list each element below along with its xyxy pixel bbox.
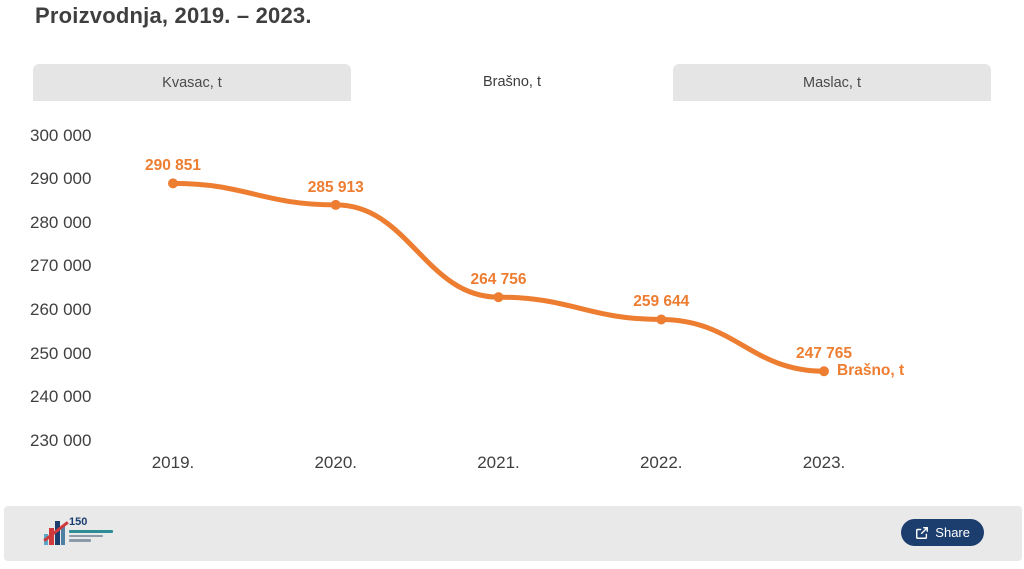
line-chart: 300 000 290 000 280 000 270 000 260 000 250 0… bbox=[0, 101, 1024, 505]
y-axis-tick-label: 250 000 bbox=[30, 343, 92, 363]
logo-150-text: 150 bbox=[69, 516, 88, 528]
y-axis-tick-label: 280 000 bbox=[30, 212, 92, 232]
share-button[interactable]: Share bbox=[901, 519, 984, 546]
tab-kvasac[interactable]: Kvasac, t bbox=[33, 64, 351, 102]
y-axis-tick-label: 240 000 bbox=[30, 387, 92, 407]
x-axis-tick-label: 2020. bbox=[314, 453, 358, 472]
data-point-label: 290 851 bbox=[144, 157, 202, 175]
y-axis-tick-label: 260 000 bbox=[30, 299, 92, 319]
tab-maslac-label: Maslac, t bbox=[802, 75, 861, 91]
data-point-marker bbox=[330, 199, 341, 210]
tab-brasno[interactable]: Brašno, t bbox=[353, 62, 671, 102]
data-point-marker bbox=[168, 178, 178, 189]
y-axis-tick-label: 230 000 bbox=[30, 430, 92, 450]
data-point-label: 259 644 bbox=[633, 293, 690, 311]
x-axis-tick-label: 2022. bbox=[639, 453, 683, 472]
tab-maslac[interactable]: Maslac, t bbox=[673, 64, 991, 102]
statistics-150-logo[interactable]: 150 bbox=[43, 516, 113, 545]
series-end-label: Brašno, t bbox=[837, 362, 905, 380]
share-icon bbox=[916, 526, 929, 539]
data-point-marker bbox=[819, 366, 829, 377]
y-axis-tick-label: 290 000 bbox=[30, 169, 92, 189]
tab-kvasac-label: Kvasac, t bbox=[162, 75, 222, 91]
tab-brasno-label: Brašno, t bbox=[482, 74, 542, 90]
x-axis-tick-label: 2019. bbox=[151, 453, 195, 472]
data-point-marker bbox=[493, 292, 504, 303]
page-title: Proizvodnja, 2019. – 2023. bbox=[35, 3, 312, 28]
x-axis-tick-label: 2023. bbox=[802, 453, 846, 472]
data-point-label: 247 765 bbox=[795, 345, 853, 363]
line-chart-canvas bbox=[168, 178, 829, 377]
data-point-marker bbox=[656, 314, 667, 325]
x-axis-tick-label: 2021. bbox=[477, 453, 520, 472]
share-button-label: Share bbox=[935, 525, 970, 540]
footer-bar: 150 Share bbox=[4, 506, 1022, 561]
y-axis-tick-label: 270 000 bbox=[30, 256, 92, 276]
logo-bars-icon bbox=[43, 517, 69, 545]
data-point-label: 285 913 bbox=[307, 178, 364, 196]
tab-bar: Kvasac, t Brašno, t Maslac, t bbox=[33, 62, 991, 102]
data-point-label: 264 756 bbox=[470, 271, 527, 289]
y-axis-tick-label: 300 000 bbox=[30, 125, 92, 145]
